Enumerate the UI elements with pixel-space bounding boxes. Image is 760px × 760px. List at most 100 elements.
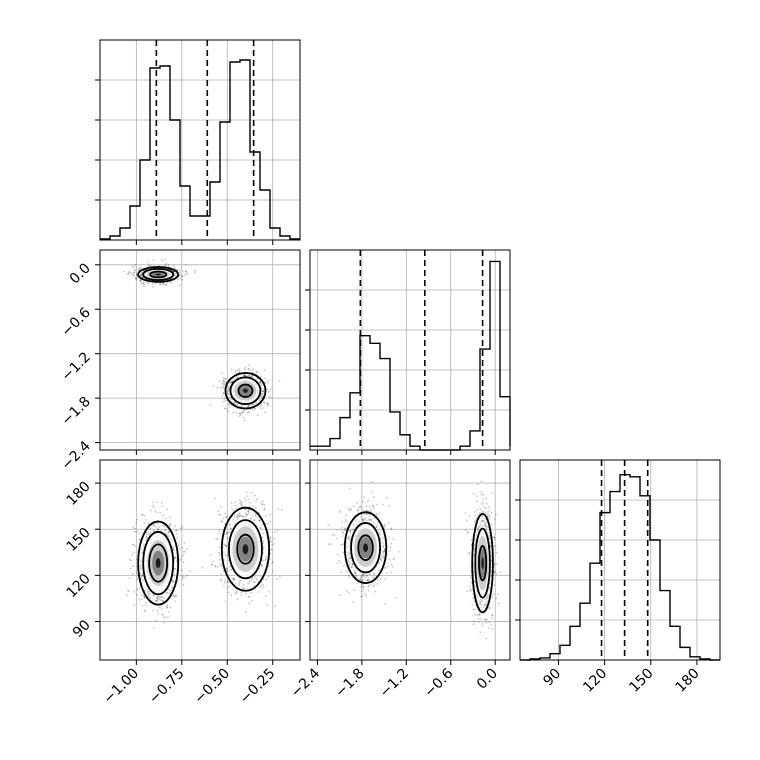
sample-point	[262, 395, 264, 397]
sample-point	[152, 594, 155, 597]
sample-point	[362, 519, 365, 522]
sample-point	[479, 508, 482, 511]
sample-point	[379, 577, 382, 580]
sample-point	[231, 577, 234, 580]
sample-point	[487, 532, 490, 534]
sample-point	[255, 401, 258, 404]
sample-point	[226, 392, 229, 395]
sample-point	[221, 382, 223, 385]
sample-point	[226, 570, 229, 573]
sample-point	[225, 532, 228, 535]
sample-point	[390, 528, 393, 531]
sample-point	[143, 596, 146, 598]
sample-point	[139, 565, 142, 568]
sample-point	[147, 264, 150, 266]
sample-point	[244, 366, 247, 369]
sample-point	[212, 560, 215, 563]
sample-point	[126, 273, 129, 275]
contour-line	[478, 544, 488, 582]
sample-point	[181, 575, 184, 577]
sample-point	[148, 590, 150, 593]
sample-point	[139, 267, 142, 269]
sample-point	[222, 379, 225, 382]
sample-point	[493, 518, 496, 520]
sample-point	[259, 381, 261, 384]
sample-point	[174, 556, 177, 559]
sample-point	[228, 524, 231, 527]
sample-point	[134, 527, 136, 530]
sample-point	[262, 392, 264, 395]
sample-point	[245, 491, 248, 494]
sample-point	[250, 375, 252, 378]
sample-point	[386, 565, 389, 568]
sample-point	[485, 497, 487, 500]
sample-point	[472, 596, 475, 599]
sample-point	[246, 411, 249, 414]
sample-point	[270, 548, 273, 551]
x-tick-label: 120	[580, 666, 610, 696]
sample-point	[492, 593, 495, 596]
sample-point	[157, 529, 160, 531]
histogram-panel-0	[95, 39, 301, 245]
sample-point	[267, 379, 269, 382]
sample-point	[224, 399, 227, 402]
sample-point	[260, 563, 263, 566]
sample-point	[347, 560, 350, 562]
sample-point	[482, 510, 484, 513]
sample-point	[362, 588, 365, 590]
sample-point	[172, 579, 174, 581]
sample-point	[248, 580, 251, 583]
sample-point	[247, 364, 250, 366]
sample-point	[472, 608, 475, 611]
sample-point	[339, 561, 342, 564]
sample-point	[264, 559, 267, 562]
sample-point	[223, 380, 226, 383]
sample-point	[480, 603, 482, 606]
sample-point	[164, 283, 167, 286]
sample-point	[271, 562, 273, 564]
sample-point	[233, 509, 235, 512]
sample-point	[251, 403, 254, 406]
joint-panel-1-2: −2.4 −1.8 −1.2 −0.6 0.0	[288, 459, 511, 701]
sample-point	[149, 532, 152, 534]
sample-point	[253, 581, 256, 584]
sample-point	[472, 623, 475, 626]
sample-point	[485, 527, 487, 530]
sample-point	[163, 525, 166, 528]
sample-point	[341, 526, 344, 529]
sample-point	[372, 505, 375, 508]
sample-point	[173, 574, 175, 576]
sample-point	[343, 529, 346, 532]
sample-point	[183, 550, 186, 553]
sample-point	[167, 616, 170, 619]
density-peak	[481, 557, 484, 569]
sample-point	[340, 543, 343, 546]
sample-point	[478, 613, 481, 616]
sample-point	[224, 544, 227, 546]
sample-point	[346, 553, 349, 556]
horizontal-gridlines	[100, 264, 300, 443]
sample-point	[220, 520, 223, 523]
histogram-frame	[519, 459, 721, 661]
sample-point	[181, 578, 184, 581]
sample-point	[158, 606, 161, 609]
sample-point	[179, 548, 181, 551]
sample-point	[133, 543, 135, 546]
sample-point	[385, 571, 388, 574]
sample-point	[382, 545, 385, 547]
sample-point	[359, 579, 362, 582]
sample-point	[141, 267, 144, 270]
sample-point	[372, 521, 375, 524]
sample-point	[134, 263, 137, 266]
sample-point	[480, 480, 483, 483]
sample-point	[489, 545, 492, 548]
sample-point	[488, 626, 490, 629]
sample-point	[367, 579, 369, 582]
sample-point	[238, 415, 241, 418]
sample-point	[361, 579, 363, 582]
sample-point	[225, 516, 228, 519]
sample-point	[238, 584, 241, 586]
sample-point	[164, 529, 167, 532]
joint-panel-0-2: −1.00 −0.75 −0.50 −0.25 90 120 150 180	[64, 459, 301, 707]
sample-point	[178, 274, 181, 277]
